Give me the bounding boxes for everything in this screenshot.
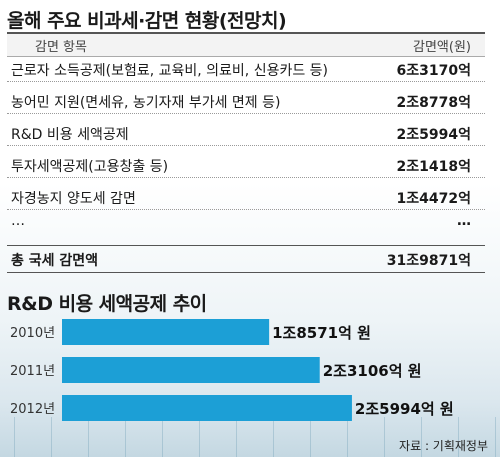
row-amount: 1조4472억: [396, 191, 471, 207]
table-title: 올해 주요 비과세·감면 현황(전망치): [7, 10, 287, 32]
data-label: 2조5994억 원: [355, 400, 454, 418]
bar: [62, 319, 270, 345]
data-label: 1조8571억 원: [272, 324, 371, 342]
row-item: 근로자 소득공제(보험료, 교육비, 의료비, 신용카드 등): [11, 63, 329, 79]
table-row: 자경농지 양도세 감면 1조4472억: [7, 184, 485, 210]
table-row: R&D 비용 세액공제 2조5994억: [7, 120, 485, 146]
total-amount: 31조9871억: [386, 253, 471, 269]
row-amount: 2조1418억: [396, 159, 471, 175]
data-label: 2조3106억 원: [323, 362, 422, 380]
row-item: 투자세액공제(고용창출 등): [11, 159, 169, 175]
header-item: 감면 항목: [35, 40, 87, 55]
total-label: 총 국세 감면액: [11, 253, 99, 269]
row-amount: 2조8778억: [396, 95, 471, 111]
row-item: 농어민 지원(면세유, 농기자재 부가세 면제 등): [11, 95, 281, 111]
table-row-ellipsis: … …: [7, 213, 485, 233]
row-amount: 6조3170억: [396, 63, 471, 79]
row-amount: 2조5994억: [396, 127, 471, 143]
row-item: 자경농지 양도세 감면: [11, 191, 136, 207]
source-note: 자료 : 기획재정부: [399, 439, 488, 453]
table-row: 투자세액공제(고용창출 등) 2조1418억: [7, 152, 485, 178]
table-row: 근로자 소득공제(보험료, 교육비, 의료비, 신용카드 등) 6조3170억: [7, 56, 485, 82]
category-label: 2012년: [10, 402, 55, 417]
category-label: 2011년: [10, 364, 55, 379]
row-amount: …: [457, 213, 471, 229]
table-header: 감면 항목 감면액(원): [7, 32, 485, 57]
category-label: 2010년: [10, 326, 55, 341]
header-amount: 감면액(원): [413, 40, 471, 55]
row-item: …: [11, 213, 25, 229]
chart-title: R&D 비용 세액공제 추이: [7, 293, 207, 315]
bar: [62, 357, 320, 383]
bar: [62, 395, 352, 421]
table-row: 농어민 지원(면세유, 농기자재 부가세 면제 등) 2조8778억: [7, 88, 485, 114]
row-item: R&D 비용 세액공제: [11, 127, 129, 143]
table-total-row: 총 국세 감면액 31조9871억: [7, 245, 485, 273]
circuit-background-decoration: [0, 417, 500, 457]
